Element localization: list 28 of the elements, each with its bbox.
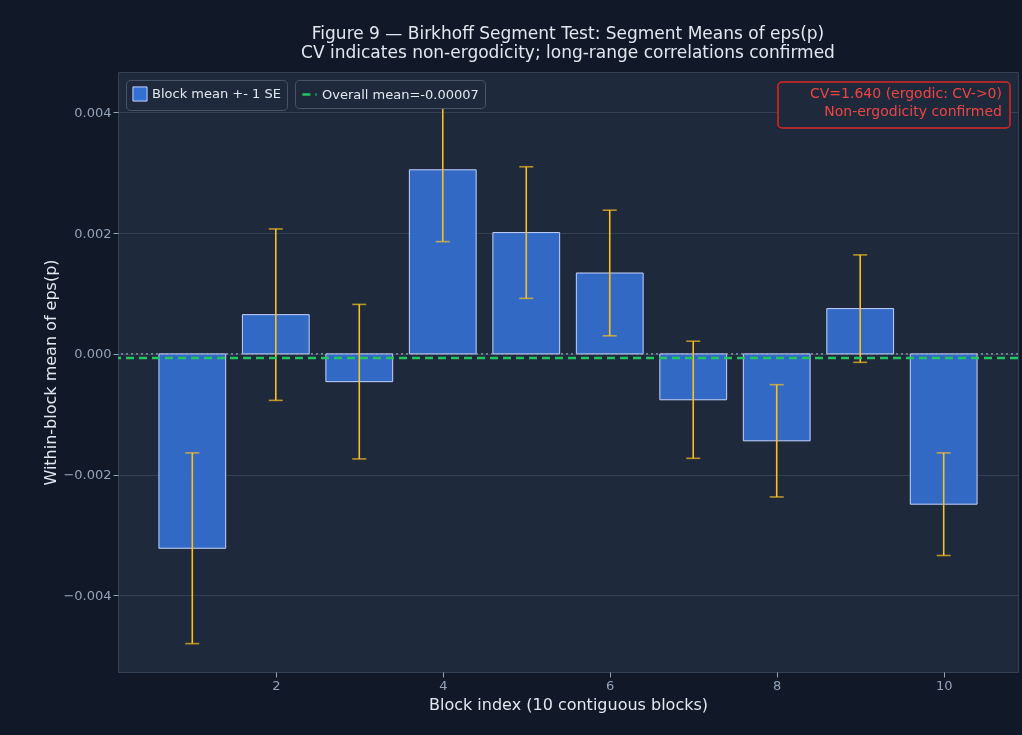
bar (158, 353, 227, 549)
x-axis-title: Block index (10 contiguous blocks) (428, 694, 709, 714)
annotation: Non-ergodicity confirmed (824, 103, 1002, 119)
bar (659, 353, 728, 401)
y-tick-label: 0.002 (74, 225, 112, 241)
x-tick-label: 10 (935, 677, 953, 693)
annotation: CV=1.640 (ergodic: CV->0) (810, 85, 1002, 101)
bar (241, 314, 310, 355)
bar (492, 232, 561, 355)
bar (742, 353, 811, 442)
bar (325, 353, 394, 383)
legend-label: Overall mean=-0.00007 (322, 86, 479, 102)
x-tick-label: 8 (773, 677, 782, 693)
bar (909, 353, 978, 505)
bar (408, 169, 477, 355)
bar (575, 272, 644, 355)
y-tick-label: −0.004 (63, 587, 112, 603)
y-axis-title: Within-block mean of eps(p) (41, 259, 61, 486)
x-tick-label: 2 (272, 677, 281, 693)
y-tick-label: −0.002 (63, 467, 112, 483)
bar (826, 308, 895, 355)
x-tick-label: 6 (606, 677, 615, 693)
chart-subtitle: CV indicates non-ergodicity; long-range correlations confirmed (301, 42, 835, 62)
y-tick-label: 0.000 (74, 346, 112, 362)
legend-label: Block mean +- 1 SE (152, 86, 281, 101)
chart-title: Figure 9 — Birkhoff Segment Test: Segment Means of eps(p) (311, 23, 825, 43)
x-tick-label: 4 (439, 677, 448, 693)
y-tick-label: 0.004 (74, 104, 112, 120)
